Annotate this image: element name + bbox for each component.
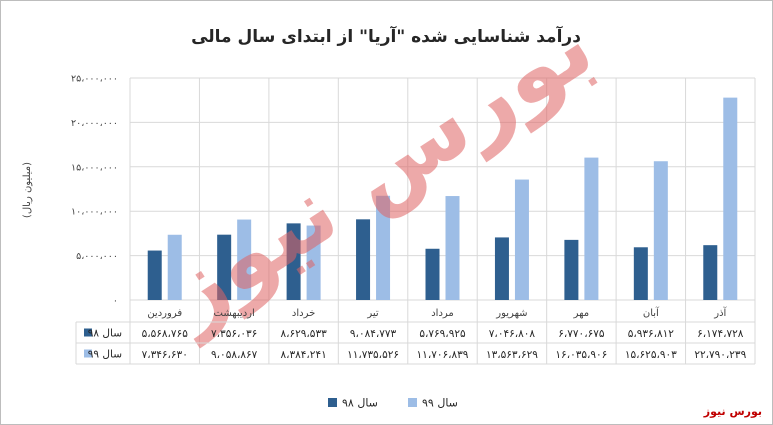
bar-99	[445, 196, 460, 300]
data-table: فروردین اردیبهشت خرداد تیر مرداد شهریور مهر آبا…	[75, 306, 755, 365]
bar-99	[723, 97, 738, 300]
data-label: ۹،۰۸۴،۷۷۳	[350, 328, 397, 340]
data-label: ۲۲،۷۹۰،۲۳۹	[694, 349, 746, 361]
category-label: آذر	[713, 306, 727, 319]
data-label: ۸،۶۲۹،۵۳۳	[280, 328, 327, 340]
category-label: مرداد	[431, 308, 454, 319]
bars	[147, 97, 738, 300]
data-label: ۵،۹۳۶،۸۱۲	[628, 328, 675, 340]
brand-label: بورس نیوز	[703, 405, 762, 418]
data-label: ۹،۰۵۸،۸۶۷	[211, 349, 258, 361]
legend-label-98: سال ۹۸	[342, 397, 378, 410]
category-label: شهریور	[495, 308, 527, 319]
data-label: ۱۶،۰۳۵،۹۰۶	[555, 349, 607, 361]
bar-98	[217, 234, 232, 300]
y-axis-label: (میلیون ریال)	[22, 162, 33, 218]
data-label: ۵،۷۶۹،۹۲۵	[419, 328, 466, 340]
data-label: ۱۱،۷۳۵،۵۲۶	[347, 349, 399, 361]
bar-98	[286, 223, 301, 300]
y-tick-label: ۱۰،۰۰۰،۰۰۰	[71, 207, 118, 218]
category-label: مهر	[573, 308, 589, 319]
bar-98	[147, 250, 162, 300]
legend: سال ۹۸ سال ۹۹	[328, 397, 458, 410]
category-label: فروردین	[147, 308, 182, 319]
table-swatch-98	[84, 328, 92, 337]
data-label: ۱۳،۵۶۳،۶۲۹	[486, 349, 538, 361]
bar-99	[584, 157, 599, 300]
y-tick-label: ۱۵،۰۰۰،۰۰۰	[71, 162, 118, 173]
y-tick-label: ۰	[113, 296, 118, 307]
data-label: ۸،۳۸۴،۲۴۱	[280, 349, 326, 361]
legend-swatch-99	[408, 398, 417, 407]
data-label: ۷،۳۵۶،۰۳۶	[211, 328, 257, 340]
bar-98	[425, 248, 440, 300]
data-label: ۱۱،۷۰۶،۸۳۹	[417, 349, 469, 361]
data-label: ۶،۷۷۰،۶۷۵	[558, 328, 605, 340]
legend-swatch-98	[328, 398, 337, 407]
data-label: ۷،۰۴۶،۸۰۸	[489, 328, 536, 340]
bar-98	[564, 239, 579, 300]
y-tick-label: ۲۵،۰۰۰،۰۰۰	[71, 74, 118, 85]
category-label: آبان	[643, 306, 660, 319]
y-tick-label: ۲۰،۰۰۰،۰۰۰	[71, 118, 118, 129]
category-label: خرداد	[292, 308, 315, 319]
table-swatch-99	[84, 349, 92, 358]
data-label: ۷،۳۴۶،۶۳۰	[142, 349, 188, 361]
category-label: اردیبهشت	[214, 308, 255, 319]
category-label: تیر	[366, 308, 379, 319]
bar-98	[633, 247, 648, 300]
legend-label-99: سال ۹۹	[422, 397, 458, 410]
y-tick-label: ۵،۰۰۰،۰۰۰	[76, 251, 118, 262]
bar-99	[653, 161, 668, 300]
table-series-name: سال ۹۸	[88, 328, 122, 340]
y-tick-labels: ۰ ۵،۰۰۰،۰۰۰ ۱۰،۰۰۰،۰۰۰ ۱۵،۰۰۰،۰۰۰ ۲۰،۰۰۰،۰۰۰…	[71, 74, 118, 307]
bar-99	[514, 179, 529, 300]
data-label: ۶،۱۷۴،۷۲۸	[697, 328, 744, 340]
bar-99	[167, 234, 182, 300]
bar-99	[376, 195, 391, 300]
chart-title: درآمد شناسایی شده "آریا" از ابتدای سال م…	[191, 25, 581, 47]
bar-98	[356, 219, 371, 300]
bar-99	[306, 225, 321, 300]
bar-98	[494, 237, 509, 300]
bar-98	[703, 245, 718, 300]
bar-99	[237, 219, 252, 300]
data-label: ۱۵،۶۲۵،۹۰۳	[625, 349, 677, 361]
table-series-name: سال ۹۹	[88, 349, 122, 361]
gridlines	[129, 77, 756, 364]
data-label: ۵،۵۶۸،۷۶۵	[142, 328, 189, 340]
